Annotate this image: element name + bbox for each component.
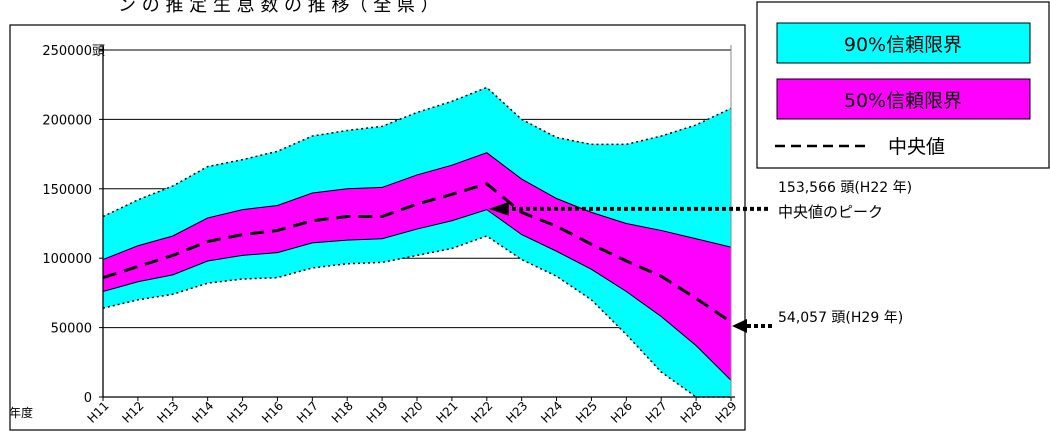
x-tick-label: H23	[503, 399, 530, 426]
x-tick-label: H25	[573, 399, 600, 426]
annotation-peak: 153,566 頭(H22 年) 中央値のピーク	[488, 180, 912, 221]
legend-swatch-50	[776, 78, 1031, 120]
y-unit-label: 頭	[92, 44, 105, 59]
y-tick-label: 150000	[42, 183, 92, 198]
annotation-final: 54,057 頭(H29 年)	[732, 310, 903, 333]
median-line-layer	[102, 182, 732, 324]
x-tick-label: H17	[294, 399, 321, 426]
x-axis-label: 年度	[9, 405, 33, 420]
chart-title: ン の 推 定 生 息 数 の 推 移（ 全 県 ）	[118, 0, 439, 16]
y-tick-label: 50000	[51, 322, 92, 337]
x-tick-label: H20	[399, 399, 426, 426]
x-tick-label: H28	[678, 399, 705, 426]
x-tick-label: H14	[189, 399, 216, 426]
legend-swatch-90	[776, 22, 1031, 64]
legend-label-50: 50%信頼限界	[844, 90, 962, 112]
band-90-area	[103, 87, 731, 397]
median-line	[102, 182, 732, 324]
chart-border	[9, 24, 746, 431]
peak-annotation-caption: 中央値のピーク	[778, 203, 883, 221]
x-tick-label: H22	[468, 399, 495, 426]
x-tick-label: H18	[329, 399, 356, 426]
y-tick-label: 0	[84, 391, 92, 406]
y-tick-labels: 0 50000 100000 150000 200000 250000 頭	[42, 44, 105, 406]
y-tick-label: 250000	[42, 44, 92, 59]
peak-arrow-head	[488, 201, 509, 216]
x-tick-label: H27	[643, 399, 670, 426]
final-annotation-value: 54,057 頭(H29 年)	[778, 310, 903, 326]
y-tick-label: 200000	[42, 113, 92, 128]
legend-label-90: 90%信頼限界	[844, 34, 962, 56]
final-arrow-head	[732, 318, 747, 333]
x-tick-label: H29	[713, 399, 740, 426]
x-tick-label: H24	[538, 399, 565, 426]
x-tick-label: H16	[259, 399, 286, 426]
x-tick-label: H12	[120, 399, 147, 426]
axes	[99, 45, 735, 401]
y-tick-label: 100000	[42, 252, 92, 267]
x-tick-label: H26	[608, 399, 635, 426]
x-tick-label: H15	[224, 399, 251, 426]
legend: 90%信頼限界 50%信頼限界 中央値	[756, 1, 1050, 169]
x-tick-labels: H11 H12 H13 H14 H15 H16 H17 H18 H19 H20 H21 H22 H23 H…	[85, 399, 740, 426]
x-tick-label: H19	[364, 399, 391, 426]
x-tick-label: H13	[154, 399, 181, 426]
peak-annotation-value: 153,566 頭(H22 年)	[778, 180, 912, 196]
legend-label-median: 中央値	[888, 136, 945, 158]
band-90-percent	[102, 86, 732, 398]
x-tick-label: H21	[434, 399, 461, 426]
band-90-upper-edge	[102, 86, 732, 218]
